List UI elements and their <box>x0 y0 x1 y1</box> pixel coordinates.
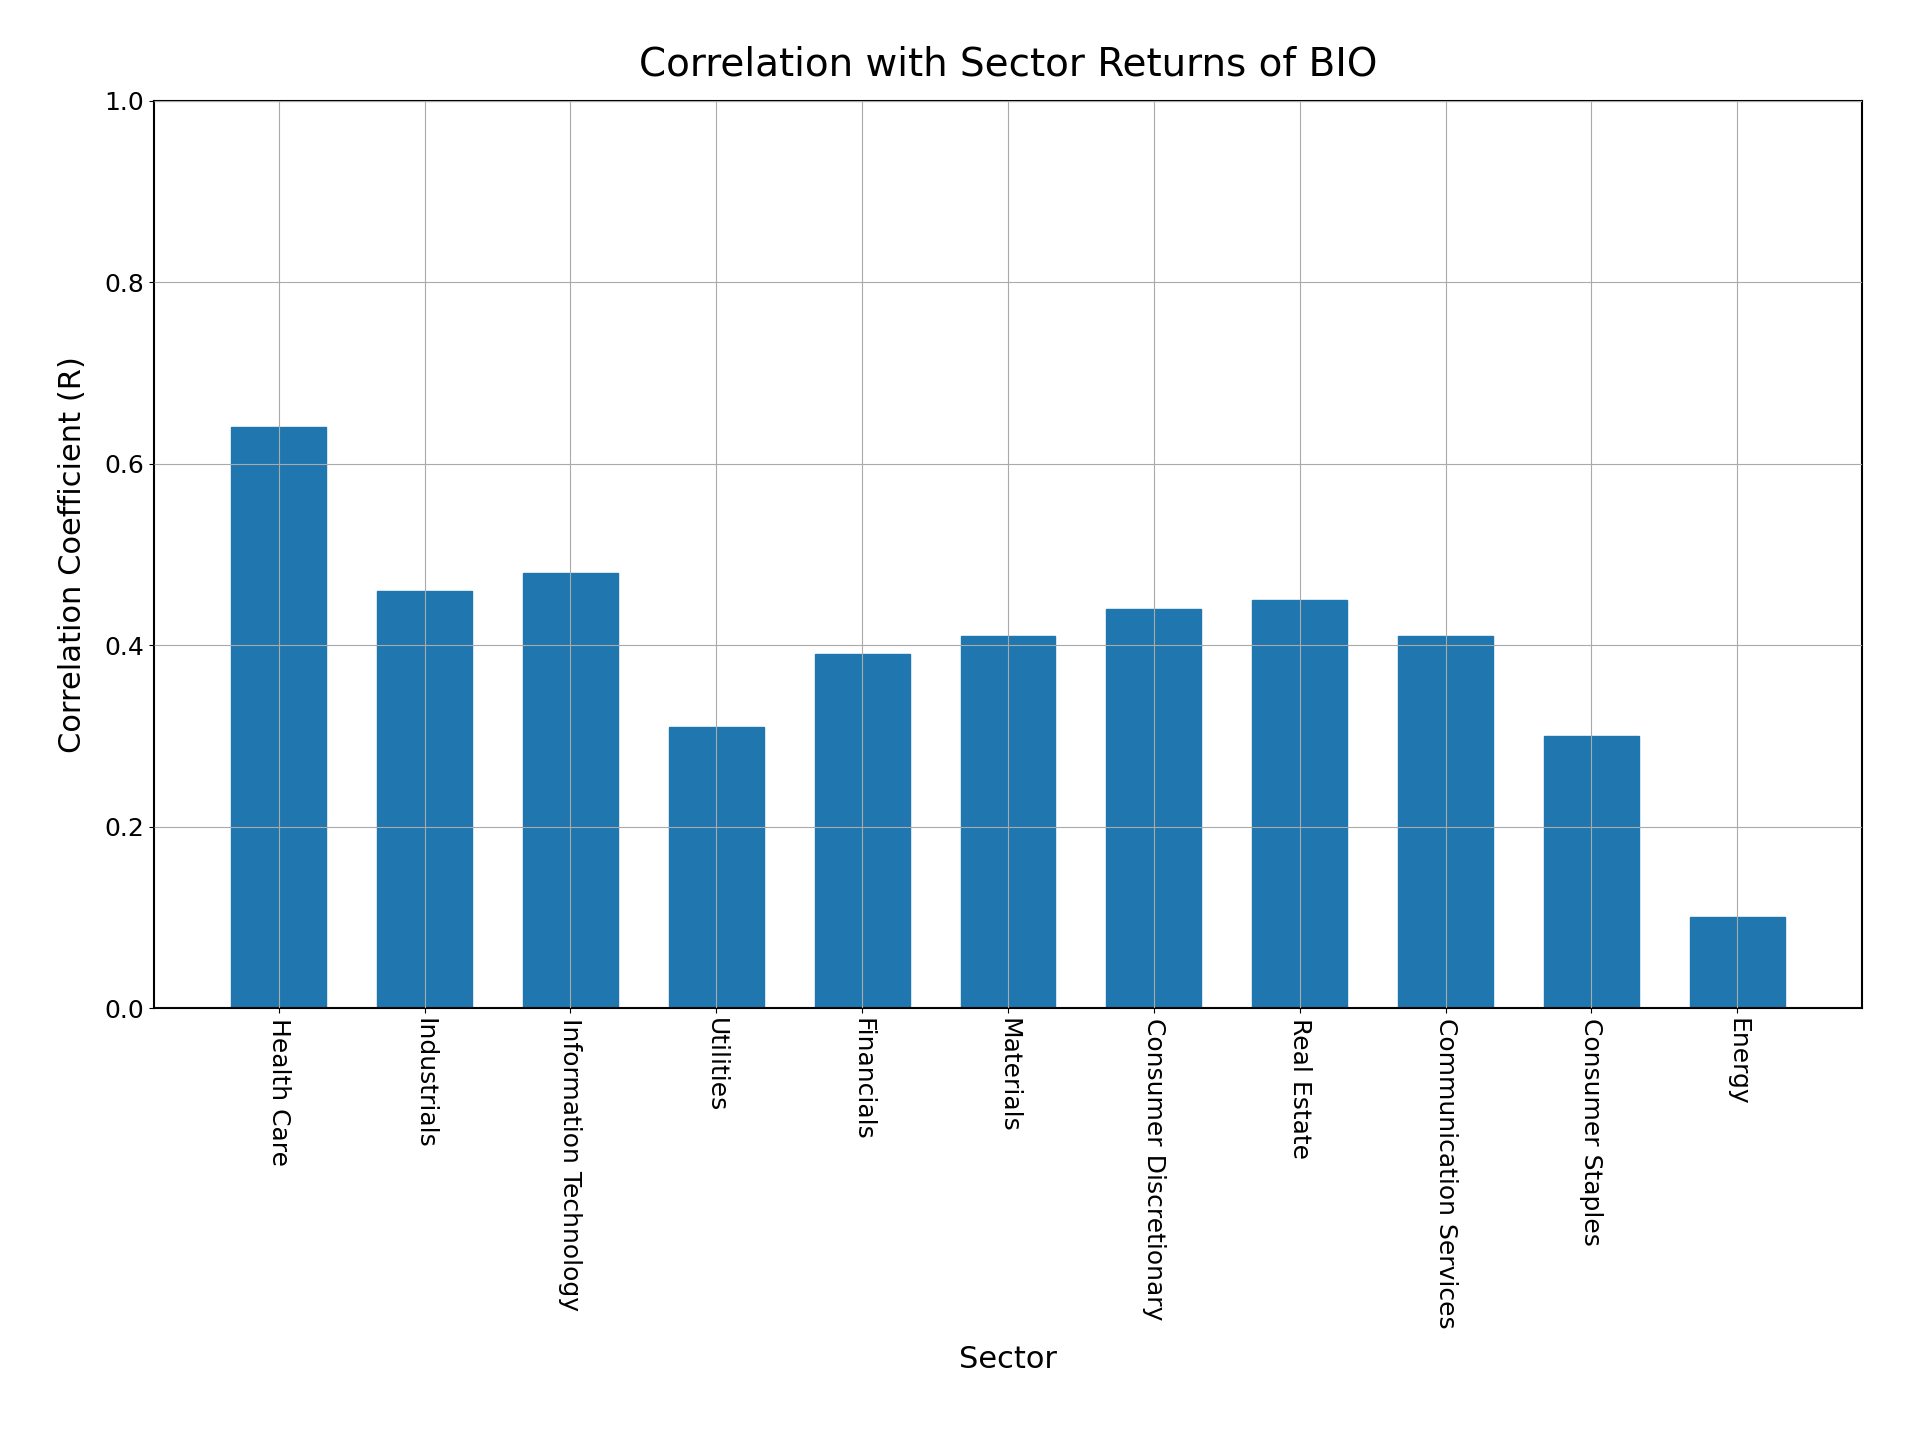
Bar <box>1544 736 1640 1008</box>
Bar <box>230 428 326 1008</box>
Bar <box>522 573 618 1008</box>
Y-axis label: Correlation Coefficient (R): Correlation Coefficient (R) <box>58 356 86 753</box>
Bar <box>376 590 472 1008</box>
Title: Correlation with Sector Returns of BIO: Correlation with Sector Returns of BIO <box>639 46 1377 84</box>
Bar <box>1106 609 1202 1008</box>
X-axis label: Sector: Sector <box>958 1345 1058 1374</box>
Bar <box>1252 599 1348 1008</box>
Bar <box>1398 636 1494 1008</box>
Bar <box>1690 917 1786 1008</box>
Bar <box>960 636 1056 1008</box>
Bar <box>668 727 764 1008</box>
Bar <box>814 654 910 1008</box>
